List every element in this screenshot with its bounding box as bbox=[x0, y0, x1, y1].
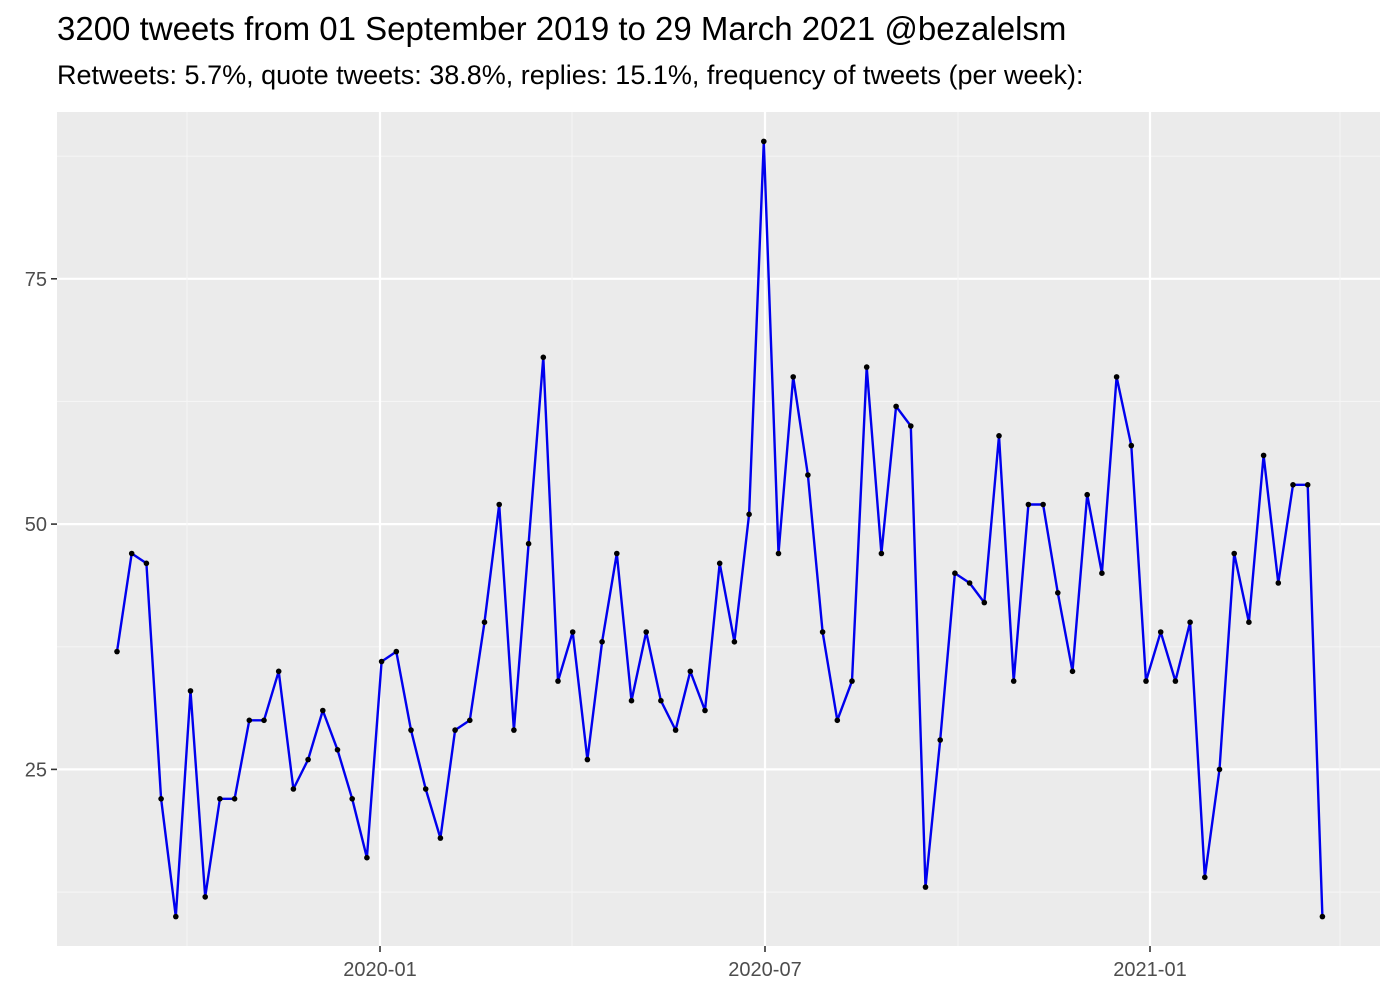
grid bbox=[57, 112, 1380, 946]
data-point bbox=[761, 138, 767, 145]
data-point bbox=[290, 786, 297, 792]
data-point bbox=[1202, 874, 1208, 881]
data-point bbox=[540, 354, 547, 361]
data-point bbox=[1099, 570, 1105, 576]
data-point bbox=[819, 629, 826, 635]
data-point bbox=[643, 629, 649, 635]
plot-panel bbox=[57, 112, 1380, 946]
data-point bbox=[731, 639, 738, 645]
data-point bbox=[775, 550, 782, 557]
data-point bbox=[1275, 580, 1282, 586]
data-point bbox=[364, 854, 370, 861]
data-point bbox=[834, 717, 841, 724]
data-point bbox=[437, 835, 444, 841]
data-point bbox=[408, 727, 414, 733]
series-layer bbox=[114, 138, 1326, 920]
data-point bbox=[584, 756, 591, 763]
data-point bbox=[1143, 678, 1149, 684]
data-point bbox=[687, 668, 694, 675]
data-point bbox=[1304, 482, 1311, 488]
data-point bbox=[716, 560, 723, 567]
data-point bbox=[1084, 491, 1090, 498]
data-point bbox=[1055, 590, 1061, 596]
data-point bbox=[511, 727, 517, 733]
data-point bbox=[496, 501, 503, 508]
data-point bbox=[452, 727, 458, 733]
data-point bbox=[702, 707, 708, 714]
data-point bbox=[746, 511, 752, 518]
data-point bbox=[658, 697, 664, 704]
data-point bbox=[128, 550, 135, 557]
x-tick-label: 2020-01 bbox=[343, 959, 416, 981]
data-point bbox=[202, 894, 208, 900]
data-point bbox=[349, 796, 356, 802]
data-point bbox=[805, 472, 811, 478]
data-point bbox=[922, 884, 929, 890]
data-point bbox=[937, 737, 943, 743]
data-point bbox=[569, 629, 576, 635]
data-point bbox=[187, 688, 194, 694]
data-point bbox=[158, 796, 164, 802]
data-point bbox=[1260, 452, 1267, 459]
data-point bbox=[1187, 619, 1193, 625]
data-point bbox=[599, 639, 605, 645]
data-point bbox=[672, 727, 679, 733]
chart-subtitle: Retweets: 5.7%, quote tweets: 38.8%, rep… bbox=[57, 60, 1084, 90]
data-point bbox=[525, 540, 532, 547]
data-point bbox=[628, 697, 635, 704]
data-point bbox=[1231, 550, 1237, 557]
data-point bbox=[863, 364, 870, 370]
data-point bbox=[849, 678, 855, 684]
data-point bbox=[1113, 374, 1120, 380]
data-point bbox=[1172, 678, 1179, 684]
data-point bbox=[173, 913, 179, 920]
data-point bbox=[1290, 482, 1296, 488]
data-point bbox=[1216, 766, 1223, 773]
axes: 25 50 75 2020-01 2020-07 2021-01 bbox=[25, 269, 1187, 981]
data-point bbox=[908, 423, 914, 429]
y-tick-label: 25 bbox=[25, 759, 47, 781]
data-point bbox=[320, 707, 326, 714]
data-point bbox=[878, 550, 885, 557]
data-point bbox=[996, 433, 1002, 439]
data-point bbox=[1069, 668, 1076, 675]
y-tick-label: 50 bbox=[25, 514, 47, 536]
data-point bbox=[481, 619, 488, 625]
x-tick-label: 2020-07 bbox=[728, 959, 801, 981]
data-point bbox=[275, 668, 282, 675]
data-point bbox=[1246, 619, 1252, 625]
data-point bbox=[893, 403, 899, 410]
data-point bbox=[790, 374, 796, 380]
data-point bbox=[261, 717, 267, 724]
data-point bbox=[1010, 678, 1017, 684]
data-point bbox=[231, 796, 238, 802]
data-point bbox=[114, 648, 120, 655]
data-point bbox=[1128, 442, 1135, 449]
data-point bbox=[246, 717, 253, 724]
data-point bbox=[467, 717, 473, 724]
data-point bbox=[334, 747, 341, 753]
x-tick-label: 2021-01 bbox=[1113, 959, 1186, 981]
data-point bbox=[422, 786, 429, 792]
data-point bbox=[614, 550, 620, 557]
data-point bbox=[217, 796, 223, 802]
data-point bbox=[555, 678, 561, 684]
data-point bbox=[981, 599, 988, 606]
data-point bbox=[1040, 501, 1046, 508]
data-point bbox=[1157, 629, 1164, 635]
y-tick-label: 75 bbox=[25, 269, 47, 291]
data-point bbox=[378, 658, 385, 665]
data-point bbox=[393, 648, 400, 655]
data-point bbox=[143, 560, 150, 567]
data-point bbox=[1025, 501, 1032, 508]
chart-title: 3200 tweets from 01 September 2019 to 29… bbox=[57, 10, 1067, 47]
data-point bbox=[952, 570, 958, 576]
data-point bbox=[1319, 913, 1326, 920]
data-point bbox=[305, 756, 311, 763]
data-point bbox=[966, 580, 973, 586]
